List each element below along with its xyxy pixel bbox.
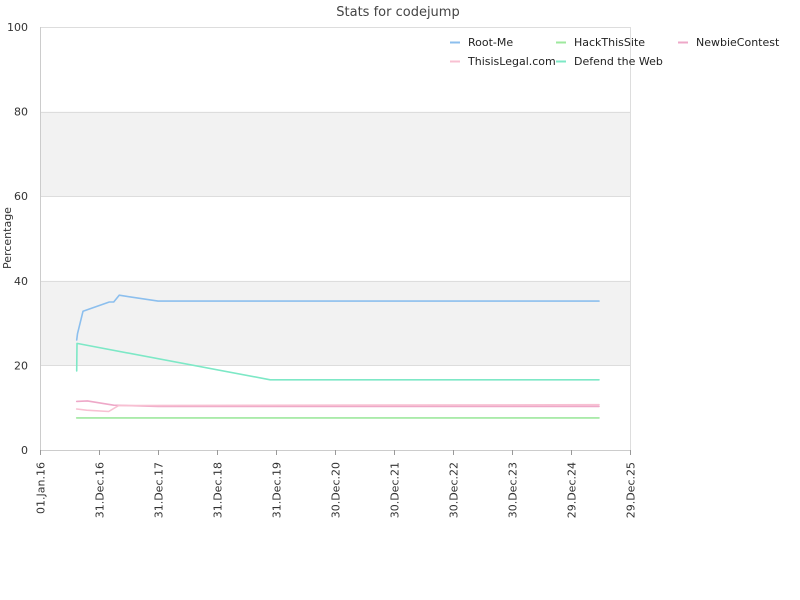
legend-label: Root-Me xyxy=(468,36,513,49)
x-tick-label: 30.Dec.21 xyxy=(389,462,402,518)
background-band xyxy=(40,280,630,366)
series-line xyxy=(75,294,600,341)
series-line xyxy=(75,400,600,408)
y-tick-label: 80 xyxy=(14,106,28,119)
x-tick-label: 30.Dec.20 xyxy=(330,462,343,518)
x-tick-label: 31.Dec.18 xyxy=(212,462,225,518)
y-tick-label: 40 xyxy=(14,275,28,288)
y-tick-label: 20 xyxy=(14,359,28,372)
background-band xyxy=(40,111,630,197)
axes xyxy=(40,27,631,451)
gridlines xyxy=(40,27,630,451)
y-tick-label: 100 xyxy=(7,21,28,34)
x-tick-label: 31.Dec.19 xyxy=(271,462,284,518)
legend-label: Defend the Web xyxy=(574,55,663,68)
y-tick-label: 60 xyxy=(14,190,28,203)
x-tick-label: 30.Dec.23 xyxy=(507,462,520,518)
series-line xyxy=(75,403,600,413)
y-tick-label: 0 xyxy=(21,444,28,457)
legend-label: ThisisLegal.com xyxy=(467,55,556,68)
y-axis-label: Percentage xyxy=(1,207,14,269)
x-tick-label: 31.Dec.17 xyxy=(153,462,166,518)
x-tick-label: 01.Jan.16 xyxy=(35,462,48,514)
legend: Root-Me HackThisSite NewbieContest ThisisLe… xyxy=(450,36,780,68)
series-lines xyxy=(75,294,600,419)
x-tick-label: 30.Dec.22 xyxy=(448,462,461,518)
x-tick-label: 29.Dec.24 xyxy=(566,462,579,518)
x-tick-label: 31.Dec.16 xyxy=(94,462,107,518)
legend-label: HackThisSite xyxy=(574,36,645,49)
x-tick-label: 29.Dec.25 xyxy=(625,462,638,518)
legend-label: NewbieContest xyxy=(696,36,780,49)
chart-title: Stats for codejump xyxy=(336,5,459,20)
series-line xyxy=(75,342,600,381)
background-bands xyxy=(40,111,630,366)
y-tick-labels: 0 20 40 60 80 100 xyxy=(7,21,28,457)
x-tick-labels: 01.Jan.16 31.Dec.16 31.Dec.17 31.Dec.18 31.D… xyxy=(35,450,638,518)
